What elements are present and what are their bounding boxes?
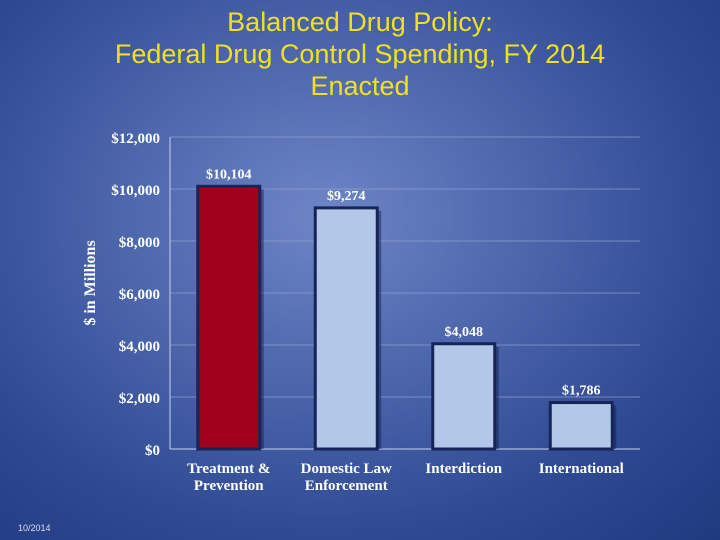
chart-title: Balanced Drug Policy: Federal Drug Contr… <box>0 6 720 102</box>
x-tick-label: Treatment & <box>187 461 270 477</box>
bar <box>196 184 262 451</box>
title-line-1: Balanced Drug Policy: <box>227 7 493 37</box>
footer-date: 10/2014 <box>18 523 51 533</box>
x-tick-label: International <box>539 461 624 477</box>
data-label: $9,274 <box>327 189 366 204</box>
bar <box>313 206 379 451</box>
x-tick-label: Enforcement <box>305 478 388 494</box>
title-line-2: Federal Drug Control Spending, FY 2014 <box>114 39 606 69</box>
data-label: $4,048 <box>445 325 484 340</box>
y-tick-label: $0 <box>145 443 160 459</box>
y-tick-label: $8,000 <box>119 235 160 251</box>
y-tick-label: $6,000 <box>119 287 160 303</box>
y-tick-label: $10,000 <box>111 183 160 199</box>
x-tick-label: Domestic Law <box>301 461 392 477</box>
bar <box>431 342 497 451</box>
title-line-3: Enacted <box>310 71 410 101</box>
bar <box>548 401 614 451</box>
x-tick-label: Prevention <box>194 478 264 494</box>
labels: $0 $2,000 $4,000 $6,000 $8,000 $10,000 $12,000… <box>82 131 624 494</box>
y-tick-label: $2,000 <box>119 391 160 407</box>
y-tick-label: $12,000 <box>111 131 160 147</box>
y-tick-label: $4,000 <box>119 339 160 355</box>
bars <box>196 184 617 451</box>
data-label: $10,104 <box>206 167 252 182</box>
data-label: $1,786 <box>562 384 601 399</box>
y-axis-title: $ in Millions <box>82 240 99 325</box>
x-tick-label: Interdiction <box>425 461 502 477</box>
